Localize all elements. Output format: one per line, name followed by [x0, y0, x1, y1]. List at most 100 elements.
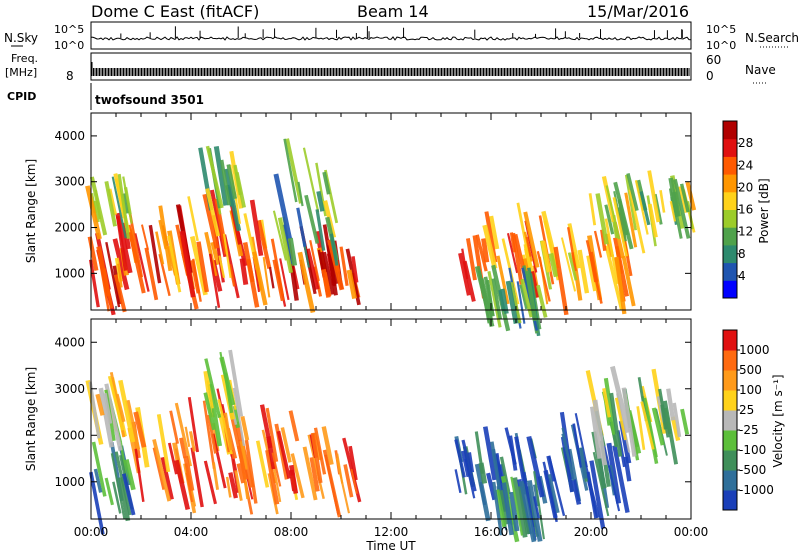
- echo-streak: [603, 444, 621, 512]
- echo-streak: [95, 393, 105, 416]
- echo-streak: [461, 450, 471, 478]
- echo-streak: [567, 227, 577, 272]
- echo-streak: [610, 365, 631, 434]
- echo-streak: [88, 381, 101, 439]
- echo-streak: [488, 215, 500, 250]
- echo-streak: [604, 218, 619, 285]
- echo-streak: [500, 288, 509, 315]
- echo-streak: [287, 237, 298, 266]
- echo-streak: [222, 233, 232, 279]
- echo-streak: [239, 258, 249, 285]
- echo-streak: [454, 439, 466, 478]
- nsearch-tick-high: 10^5: [706, 23, 736, 36]
- colorbar-tick-label: 28: [738, 136, 753, 150]
- colorbar-tick-label: 500: [739, 363, 762, 377]
- echo-streak: [316, 190, 325, 212]
- colorbar-tick-label: -25: [739, 423, 759, 437]
- x-tick-label: 08:00: [274, 525, 309, 539]
- echo-streak: [321, 426, 334, 465]
- colorbar-segment: [723, 450, 737, 471]
- echo-streak: [104, 477, 114, 506]
- echo-streak: [605, 185, 621, 240]
- echo-streak: [122, 176, 133, 224]
- echo-streak: [192, 258, 202, 302]
- echo-streak: [506, 233, 519, 274]
- echo-streak: [494, 489, 507, 528]
- echo-streak: [94, 189, 102, 220]
- echo-streak: [547, 473, 560, 514]
- echo-streak: [112, 481, 122, 514]
- echo-streak: [492, 481, 504, 536]
- echo-streak: [659, 190, 666, 213]
- cpid-label: CPID: [7, 90, 36, 103]
- echo-streak: [595, 193, 609, 245]
- echo-streak: [205, 188, 221, 237]
- colorbar-segment: [723, 209, 737, 228]
- echo-streak: [202, 400, 216, 469]
- echo-streak: [475, 234, 488, 272]
- echo-streak: [510, 476, 524, 536]
- echo-streak: [315, 209, 326, 251]
- power-y-ticks: 1000 2000 3000 4000: [54, 129, 691, 280]
- echo-streak: [246, 258, 255, 283]
- echo-streak: [586, 255, 597, 292]
- echo-streak: [669, 200, 677, 222]
- colorbar-tick-label: 8: [738, 247, 746, 261]
- echo-streak: [265, 407, 279, 462]
- echo-streak: [560, 436, 574, 493]
- echo-streak: [110, 453, 126, 519]
- power-ylabel: Slant Range [km]: [24, 159, 38, 263]
- echo-streak: [553, 246, 569, 316]
- echo-streak: [280, 427, 292, 463]
- freq-tick: 8: [66, 69, 74, 83]
- echo-streak: [188, 431, 196, 452]
- echo-streak: [524, 270, 538, 322]
- echo-streak: [91, 441, 107, 497]
- echo-streak: [532, 265, 539, 286]
- nsky-tick-high: 10^5: [54, 23, 84, 36]
- echo-streak: [240, 415, 250, 441]
- echo-streak: [210, 241, 221, 266]
- echo-streak: [105, 241, 121, 308]
- echo-streak: [223, 168, 242, 232]
- echo-streak: [614, 256, 627, 315]
- echo-streak: [156, 413, 171, 473]
- echo-streak: [244, 439, 258, 504]
- x-tick-label: 12:00: [374, 525, 409, 539]
- echo-streak: [643, 397, 658, 458]
- nsearch-tick-low: 10^0: [706, 39, 736, 52]
- echo-streak: [121, 473, 136, 516]
- freq-trace: [91, 62, 690, 76]
- echo-streak: [203, 460, 218, 505]
- colorbar-segment: [723, 244, 737, 264]
- freq-unit: [MHz]: [5, 66, 37, 79]
- echo-streak: [252, 251, 268, 306]
- x-tick-label: 00:00: [74, 525, 109, 539]
- nave-label: Nave: [745, 63, 776, 77]
- echo-streak: [504, 427, 517, 465]
- echo-streak: [304, 194, 320, 244]
- echo-streak: [179, 230, 196, 298]
- echo-streak: [202, 193, 220, 249]
- echo-streak: [144, 247, 159, 301]
- echo-streak: [628, 189, 646, 254]
- nsky-line: [90, 36, 692, 41]
- echo-streak: [609, 392, 623, 457]
- echo-streak: [561, 427, 575, 481]
- colorbar-tick-label: -1000: [739, 483, 774, 497]
- colorbar-segment: [723, 280, 737, 299]
- echo-streak: [272, 210, 287, 261]
- echo-streak: [651, 407, 665, 446]
- echo-streak: [179, 437, 188, 459]
- colorbar-tick-label: 4: [738, 269, 746, 283]
- echo-streak: [512, 477, 528, 538]
- echo-streak: [158, 205, 173, 272]
- echo-streak: [520, 278, 534, 318]
- nsearch-label: N.Search: [745, 31, 799, 45]
- echo-streak: [624, 174, 638, 231]
- echo-streak: [184, 426, 191, 447]
- echo-streak: [313, 427, 327, 475]
- echo-streak: [640, 401, 655, 450]
- echo-streak: [623, 456, 632, 482]
- echo-streak: [548, 252, 559, 278]
